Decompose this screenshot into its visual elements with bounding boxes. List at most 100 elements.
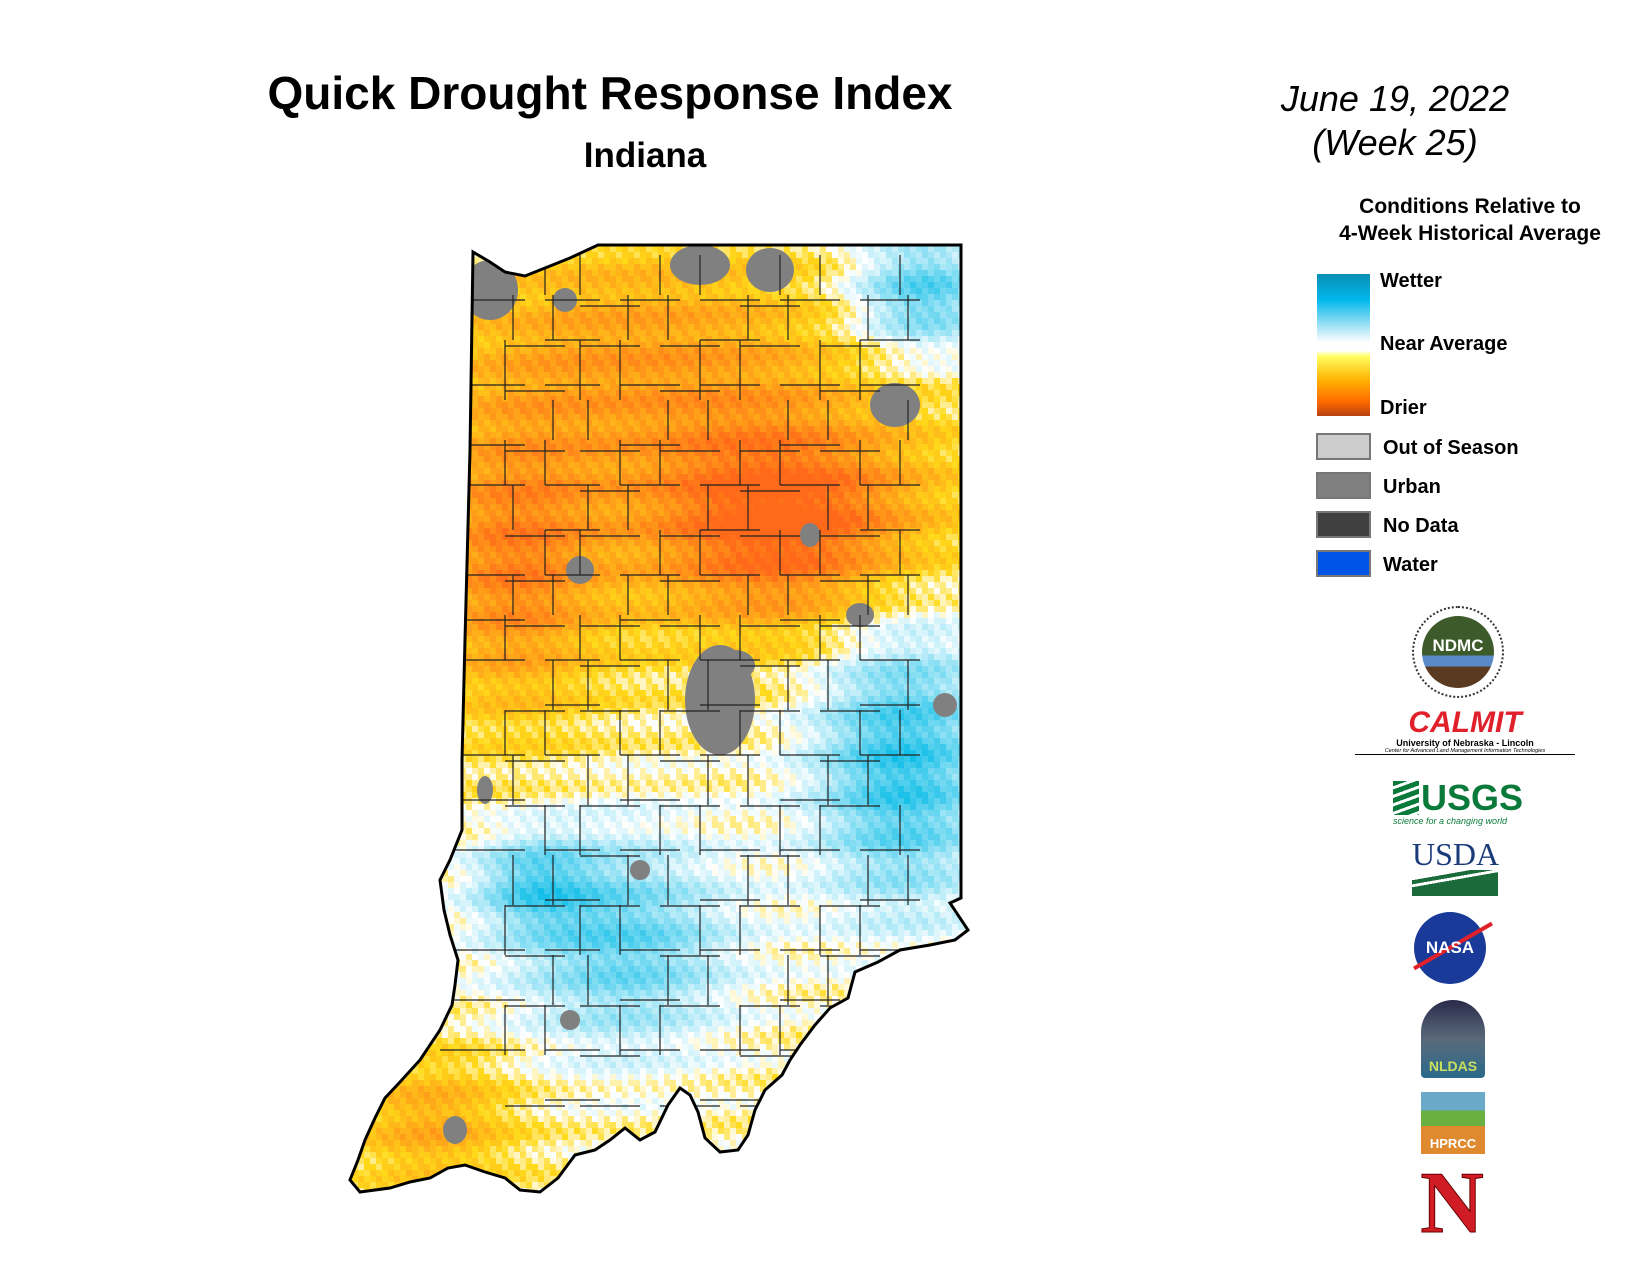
drought-cell — [748, 432, 754, 438]
drought-cell — [688, 474, 694, 480]
drought-cell — [640, 438, 646, 444]
drought-cell — [382, 360, 388, 366]
drought-cell — [970, 366, 976, 372]
drought-cell — [364, 282, 370, 288]
drought-cell — [646, 402, 652, 408]
drought-cell — [370, 270, 376, 276]
drought-cell — [556, 450, 562, 456]
drought-cell — [814, 300, 820, 306]
drought-cell — [778, 324, 784, 330]
drought-cell — [796, 474, 802, 480]
drought-cell — [478, 366, 484, 372]
drought-cell — [886, 492, 892, 498]
drought-cell — [562, 336, 568, 342]
drought-cell — [658, 258, 664, 264]
drought-cell — [538, 288, 544, 294]
drought-cell — [808, 270, 814, 276]
drought-cell — [832, 324, 838, 330]
drought-cell — [526, 420, 532, 426]
drought-cell — [742, 300, 748, 306]
drought-cell — [478, 318, 484, 324]
drought-cell — [490, 414, 496, 420]
drought-cell — [880, 270, 886, 276]
drought-cell — [646, 378, 652, 384]
drought-cell — [718, 486, 724, 492]
drought-cell — [658, 300, 664, 306]
drought-cell — [598, 384, 604, 390]
drought-cell — [472, 342, 478, 348]
drought-cell — [754, 480, 760, 486]
drought-cell — [592, 516, 598, 522]
drought-cell — [730, 510, 736, 516]
drought-cell — [844, 468, 850, 474]
drought-cell — [598, 492, 604, 498]
drought-cell — [628, 336, 634, 342]
drought-cell — [532, 360, 538, 366]
drought-cell — [724, 354, 730, 360]
drought-cell — [598, 480, 604, 486]
drought-cell — [424, 330, 430, 336]
drought-cell — [934, 498, 940, 504]
drought-cell — [436, 246, 442, 252]
drought-cell — [652, 264, 658, 270]
drought-cell — [424, 510, 430, 516]
drought-cell — [886, 504, 892, 510]
drought-cell — [898, 432, 904, 438]
drought-cell — [442, 426, 448, 432]
drought-cell — [430, 348, 436, 354]
drought-cell — [658, 330, 664, 336]
drought-cell — [370, 456, 376, 462]
drought-cell — [940, 354, 946, 360]
drought-cell — [904, 306, 910, 312]
drought-cell — [904, 504, 910, 510]
drought-cell — [448, 360, 454, 366]
drought-cell — [736, 462, 742, 468]
drought-cell — [790, 396, 796, 402]
drought-cell — [382, 402, 388, 408]
drought-cell — [676, 516, 682, 522]
drought-cell — [484, 252, 490, 258]
drought-cell — [616, 462, 622, 468]
drought-cell — [580, 474, 586, 480]
drought-cell — [568, 492, 574, 498]
drought-cell — [928, 378, 934, 384]
drought-cell — [628, 288, 634, 294]
drought-cell — [742, 498, 748, 504]
drought-cell — [442, 336, 448, 342]
drought-cell — [916, 276, 922, 282]
drought-cell — [946, 426, 952, 432]
drought-cell — [700, 336, 706, 342]
drought-cell — [796, 294, 802, 300]
drought-cell — [832, 414, 838, 420]
drought-cell — [592, 414, 598, 420]
drought-cell — [616, 348, 622, 354]
drought-cell — [406, 474, 412, 480]
drought-cell — [928, 408, 934, 414]
drought-cell — [820, 378, 826, 384]
drought-cell — [442, 480, 448, 486]
drought-cell — [736, 408, 742, 414]
drought-cell — [496, 330, 502, 336]
drought-cell — [730, 366, 736, 372]
drought-cell — [604, 306, 610, 312]
drought-cell — [550, 498, 556, 504]
drought-cell — [754, 420, 760, 426]
drought-cell — [904, 276, 910, 282]
drought-cell — [376, 264, 382, 270]
drought-cell — [748, 306, 754, 312]
drought-cell — [370, 384, 376, 390]
drought-cell — [598, 336, 604, 342]
drought-cell — [652, 396, 658, 402]
drought-cell — [790, 276, 796, 282]
drought-cell — [568, 468, 574, 474]
drought-cell — [676, 438, 682, 444]
drought-cell — [400, 366, 406, 372]
drought-cell — [526, 498, 532, 504]
drought-cell — [646, 504, 652, 510]
drought-cell — [940, 384, 946, 390]
drought-cell — [820, 384, 826, 390]
drought-cell — [640, 252, 646, 258]
drought-cell — [340, 342, 346, 348]
drought-cell — [472, 390, 478, 396]
drought-cell — [970, 282, 976, 288]
